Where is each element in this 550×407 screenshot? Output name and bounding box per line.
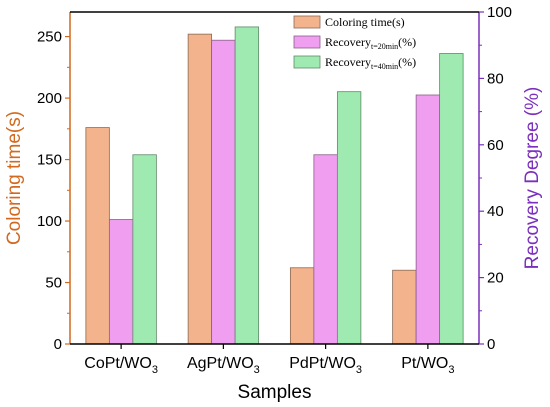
legend-label-0: Coloring time(s) bbox=[325, 15, 405, 29]
bar-0-2 bbox=[289, 267, 315, 345]
legend-label-2: Recoveryt=40min(%) bbox=[325, 55, 416, 71]
bar-0-3 bbox=[392, 269, 417, 345]
legend: Coloring time(s) Recoveryt=20min(%) Recove… bbox=[293, 15, 416, 71]
y-right-tick-label: 80 bbox=[487, 70, 504, 87]
bar-1-3 bbox=[415, 94, 441, 345]
bar-2-3 bbox=[439, 53, 464, 345]
x-axis-title: Samples bbox=[238, 382, 312, 403]
y-right-tick-label: 40 bbox=[487, 203, 504, 220]
y-left-tick-label: 200 bbox=[37, 90, 62, 107]
y-left-tick-label: 250 bbox=[37, 29, 62, 46]
legend-swatch-2 bbox=[293, 55, 321, 69]
bar-2-0 bbox=[132, 154, 157, 345]
y-axis-right-title: Recovery Degree (%) bbox=[522, 87, 543, 270]
ticks-group: 0 50 100 150 200 250 0 20 40 60 80 100 CoPt/WO3 AgPt/… bbox=[37, 4, 512, 376]
x-tick-label: Pt/WO3 bbox=[401, 355, 454, 376]
y-right-tick-label: 60 bbox=[487, 137, 504, 154]
axes-group bbox=[69, 11, 480, 345]
y-axis-left-title: Coloring time(s) bbox=[4, 111, 25, 245]
legend-label-1: Recoveryt=20min(%) bbox=[325, 35, 416, 51]
bars-group bbox=[85, 26, 464, 345]
x-tick-label: CoPt/WO3 bbox=[84, 355, 158, 376]
y-right-tick-label: 100 bbox=[487, 4, 512, 21]
bar-0-0 bbox=[85, 127, 110, 345]
x-tick-label: AgPt/WO3 bbox=[187, 355, 260, 376]
bar-1-1 bbox=[211, 39, 236, 345]
y-left-tick-label: 150 bbox=[37, 152, 62, 169]
legend-swatch-0 bbox=[293, 15, 321, 29]
bar-2-2 bbox=[336, 91, 362, 345]
legend-swatch-1 bbox=[293, 35, 321, 49]
bar-0-1 bbox=[187, 33, 213, 345]
y-left-tick-label: 50 bbox=[45, 275, 62, 292]
bar-1-0 bbox=[108, 219, 134, 345]
bar-2-1 bbox=[234, 26, 260, 345]
x-tick-label: PdPt/WO3 bbox=[289, 355, 362, 376]
y-left-tick-label: 100 bbox=[37, 213, 62, 230]
y-right-tick-label: 20 bbox=[487, 270, 504, 287]
y-left-tick-label: 0 bbox=[54, 336, 62, 353]
y-right-tick-label: 0 bbox=[487, 336, 495, 353]
bar-1-2 bbox=[313, 154, 338, 345]
